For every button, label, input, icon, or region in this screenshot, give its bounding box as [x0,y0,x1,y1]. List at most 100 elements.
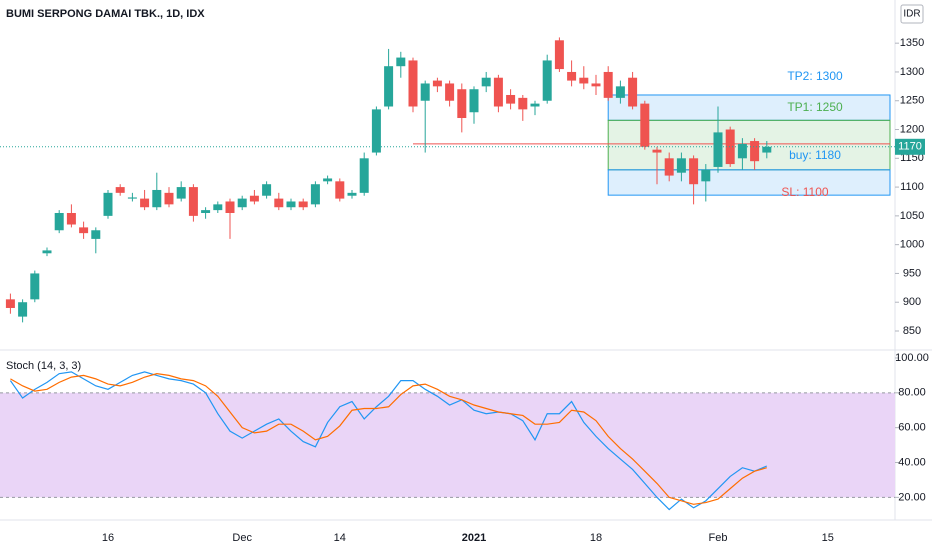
candle-body [420,83,430,101]
candle-body [469,89,479,113]
candle-body [493,77,503,107]
candle-body [432,80,442,87]
candle-body [347,192,357,196]
candle-body [18,302,28,317]
y-tick-label: 1050 [900,210,924,222]
y-tick-label: 950 [903,267,921,279]
y-tick-label: 1300 [900,66,924,78]
indicator-title: Stoch (14, 3, 3) [6,360,81,372]
candle-body [737,143,747,159]
candle-body [213,204,223,211]
candle-body [579,77,589,84]
candle-body [664,158,674,176]
zone-label: TP2: 1300 [787,69,843,83]
candle-body [127,197,137,199]
candle-body [481,77,491,87]
candle-body [542,60,552,101]
y-tick-label: 1200 [900,123,924,135]
candle-body [188,187,198,216]
candle-body [750,141,760,162]
candle-body [652,149,662,153]
y-tick-label: 60.00 [898,422,926,434]
zone [607,119,891,171]
candle-body [66,212,76,225]
candle-body [518,97,528,110]
stoch-line [10,373,767,505]
x-tick-label: 18 [590,532,602,544]
candle-body [762,146,772,153]
x-tick-label: 16 [102,532,114,544]
candle-body [530,103,540,107]
candle-body [5,299,15,308]
y-tick-label: 1100 [900,181,924,193]
candle-body [323,178,333,182]
candle-body [140,198,150,208]
candle-body [725,129,735,165]
candle-body [640,103,650,147]
candle-body [591,83,601,87]
y-tick-label: 20.00 [898,491,926,503]
x-tick-label: 15 [822,532,834,544]
zone-label: SL: 1100 [781,185,828,199]
x-tick-label: Dec [232,532,252,544]
y-tick-label: 40.00 [898,456,926,468]
candle-body [701,169,711,182]
candle-body [103,192,113,216]
candle-body [506,94,516,104]
y-tick-label: 900 [903,296,921,308]
candle-body [152,189,162,208]
candle-body [628,77,638,107]
last-price-label: 1170 [898,141,922,153]
candle-body [384,66,394,107]
candle-body [237,198,247,208]
x-tick-label: 14 [334,532,346,544]
candle-body [713,132,723,167]
candle-body [310,184,320,205]
candle-body [176,187,186,199]
chart-title: BUMI SERPONG DAMAI TBK., 1D, IDX [6,8,205,20]
candle-body [335,181,345,199]
candle-body [274,198,284,208]
candle-body [164,192,174,205]
zone [607,169,891,196]
candle-body [567,71,577,81]
y-tick-label: 1000 [900,239,924,251]
x-tick-label: Feb [709,532,728,544]
zone-label: buy: 1180 [789,148,841,162]
candle-body [286,201,296,208]
y-tick-label: 1150 [900,152,924,164]
candle-body [359,158,369,193]
candle-body [445,83,455,101]
y-tick-label: 1250 [900,95,924,107]
candle-body [371,109,381,153]
y-tick-label: 100.00 [895,352,929,364]
currency[interactable]: IDR [903,9,920,20]
candle-body [689,158,699,185]
last-price-tag [895,138,925,155]
candle-body [201,210,211,213]
y-tick-label: 80.00 [898,387,926,399]
zone-label: TP1: 1250 [787,100,843,114]
candle-body [603,71,613,98]
y-tick-label: 1350 [900,37,924,49]
candle-body [249,195,259,202]
candle-body [54,212,64,231]
candle-body [396,57,406,67]
candle-body [262,184,272,196]
currency-box[interactable] [900,4,924,24]
candle-body [298,201,308,208]
candle-body [408,60,418,107]
y-tick-label: 850 [903,325,921,337]
candle-body [615,86,625,98]
stoch-band [0,392,895,498]
stoch-line [9,371,768,511]
candle-body [554,40,564,70]
candle-body [91,230,101,239]
candle-body [42,250,52,254]
zone [607,94,891,121]
candle-body [457,89,467,119]
candle-body [115,187,125,193]
candle-body [30,273,40,300]
x-tick-label: 2021 [462,532,486,544]
